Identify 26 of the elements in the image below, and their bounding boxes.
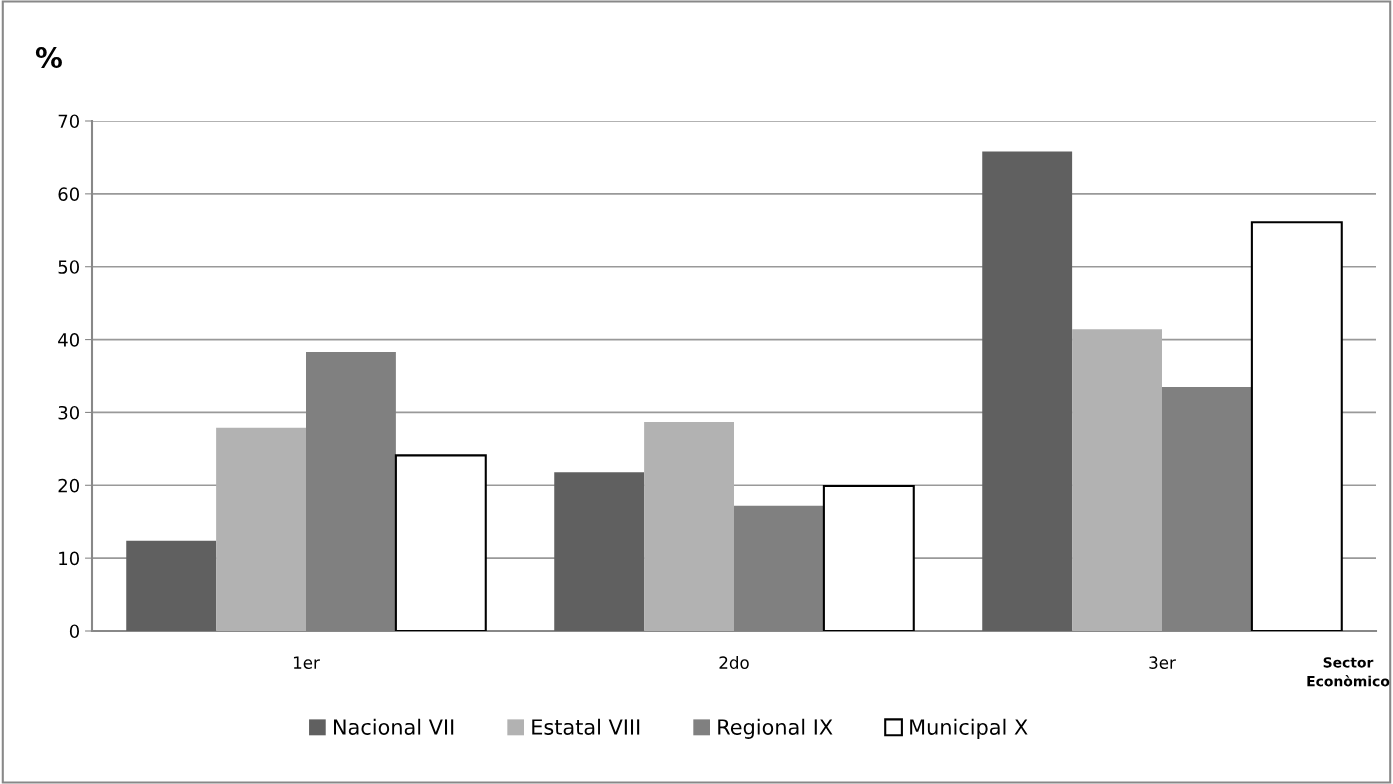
x-tick-label: 1er xyxy=(293,656,320,669)
bar xyxy=(982,151,1073,631)
y-tick-label: 70 xyxy=(58,114,79,129)
y-tick-label: 10 xyxy=(59,551,79,566)
bar xyxy=(126,540,217,631)
bar xyxy=(216,427,306,631)
y-tick-label: 30 xyxy=(58,405,79,420)
bar xyxy=(394,454,487,631)
legend-label: Regional IX xyxy=(718,718,833,739)
bar xyxy=(1072,329,1162,631)
y-tick-label: 0 xyxy=(69,624,79,639)
x-tick-label: 3er xyxy=(1149,656,1176,669)
y-tick-label: 60 xyxy=(58,187,79,201)
bar xyxy=(1250,221,1343,631)
bar xyxy=(822,484,915,631)
y-axis-title: % xyxy=(35,47,62,69)
y-tick-label: 50 xyxy=(58,260,79,274)
bar xyxy=(554,472,645,631)
legend-label: Estatal VIII xyxy=(532,718,640,735)
x-axis-title: Sector Econòmico xyxy=(1307,657,1390,687)
legend-label: Nacional VII xyxy=(334,718,454,735)
bar xyxy=(644,421,734,631)
y-tick-label: 40 xyxy=(58,333,79,347)
legend-label: Municipal X xyxy=(910,718,1028,739)
y-tick-label: 20 xyxy=(58,478,79,493)
x-tick-label: 2do xyxy=(719,656,749,669)
